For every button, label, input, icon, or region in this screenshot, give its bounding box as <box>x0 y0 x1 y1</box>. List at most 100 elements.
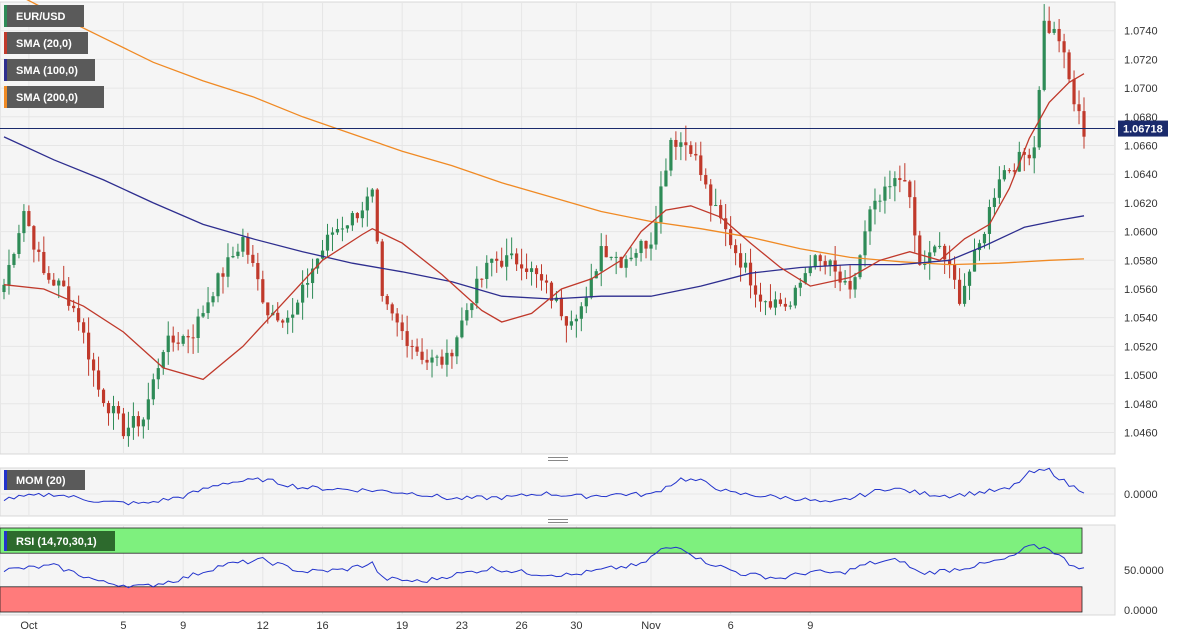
candle-body <box>475 278 479 304</box>
candle-body <box>609 256 613 258</box>
candle-body <box>465 310 469 321</box>
price-axis-tick: 1.0620 <box>1124 198 1158 210</box>
candle-body <box>1032 147 1036 159</box>
candle-body <box>171 335 175 343</box>
candle-body <box>365 196 369 211</box>
candle-body <box>266 302 270 316</box>
candle-body <box>370 189 374 197</box>
mom-panel-bg <box>0 467 1116 517</box>
candle-body <box>933 246 937 253</box>
candle-body <box>758 294 763 302</box>
candle-body <box>629 257 633 260</box>
candle-body <box>918 235 922 265</box>
candle-body <box>828 260 832 266</box>
rsi-overbought-zone <box>0 527 1083 554</box>
price-axis-tick: 1.0720 <box>1124 54 1158 66</box>
candle-body <box>838 271 842 283</box>
candle-body <box>778 299 783 304</box>
candle-body <box>704 175 708 185</box>
candle-body <box>669 139 673 171</box>
candle-body <box>729 229 733 246</box>
candle-body <box>888 186 892 188</box>
candle-body <box>161 352 165 369</box>
candle-body <box>818 255 822 262</box>
candle-body <box>360 210 364 219</box>
candle-body <box>181 336 185 344</box>
price-axis-tick: 1.0460 <box>1124 427 1158 439</box>
candle-body <box>893 178 897 187</box>
legend-tag-swatch <box>4 86 7 108</box>
candle-body <box>544 280 549 283</box>
mom-tag-bg <box>4 470 85 490</box>
candle-body <box>694 153 698 156</box>
candle-body <box>714 205 718 207</box>
candle-body <box>689 145 693 154</box>
date-axis-tick: 16 <box>316 620 328 632</box>
legend-tag-label: SMA (100,0) <box>16 65 78 77</box>
candle-body <box>37 249 41 252</box>
rsi-tag-bg <box>4 531 115 551</box>
candle-body <box>574 318 578 322</box>
candle-body <box>853 277 857 290</box>
candle-body <box>261 279 265 303</box>
candle-body <box>763 301 768 303</box>
candle-body <box>724 218 728 230</box>
candle-body <box>281 320 285 323</box>
candle-body <box>1027 154 1031 159</box>
candle-body <box>738 253 743 268</box>
candle-body <box>17 233 21 254</box>
candle-body <box>734 245 738 254</box>
candle-body <box>276 312 280 321</box>
candle-body <box>515 253 519 265</box>
candle-body <box>505 255 509 267</box>
price-axis-tick: 1.0700 <box>1124 83 1158 95</box>
candle-body <box>873 200 877 210</box>
candle-body <box>604 246 608 258</box>
candle-body <box>783 303 787 307</box>
price-axis-tick: 1.0600 <box>1124 227 1158 239</box>
candle-body <box>589 278 593 298</box>
candle-body <box>141 419 145 427</box>
candle-body <box>445 352 449 365</box>
rsi-tag-label: RSI (14,70,30,1) <box>16 536 97 548</box>
candle-body <box>1012 170 1016 172</box>
legend-tag-bg <box>4 32 88 54</box>
date-axis-tick: 26 <box>515 620 527 632</box>
candle-body <box>699 155 703 176</box>
candle-body <box>788 305 792 307</box>
candle-body <box>221 273 225 277</box>
mom-axis-tick: 0.0000 <box>1124 489 1158 501</box>
candle-body <box>325 234 330 251</box>
candle-body <box>1077 104 1081 112</box>
candle-body <box>101 389 106 404</box>
pane-handle-line <box>548 522 568 523</box>
candle-body <box>549 282 554 301</box>
price-axis-tick: 1.0540 <box>1124 313 1158 325</box>
legend-tag-swatch <box>4 59 7 81</box>
candle-body <box>908 181 912 198</box>
candle-body <box>808 266 812 274</box>
candle-body <box>1007 170 1011 172</box>
legend-tag-label: SMA (200,0) <box>16 92 78 104</box>
price-axis-tick: 1.0520 <box>1124 341 1158 353</box>
candle-body <box>584 297 588 307</box>
candle-body <box>823 261 827 266</box>
candle-body <box>106 403 111 414</box>
candle-body <box>748 262 753 286</box>
candle-body <box>952 264 957 280</box>
candle-body <box>520 264 524 269</box>
candle-body <box>659 186 663 223</box>
candle-body <box>425 359 429 363</box>
price-axis-tick: 1.0740 <box>1124 26 1158 38</box>
date-axis-tick: 12 <box>257 620 269 632</box>
date-axis-tick: 9 <box>180 620 186 632</box>
candle-body <box>296 302 300 315</box>
candle-body <box>634 253 638 258</box>
current-price-label: 1.06718 <box>1123 124 1163 136</box>
candle-body <box>624 259 628 268</box>
pane-handle-line <box>548 460 568 461</box>
candle-body <box>390 304 394 314</box>
candle-body <box>310 268 315 284</box>
candle-body <box>982 233 987 244</box>
